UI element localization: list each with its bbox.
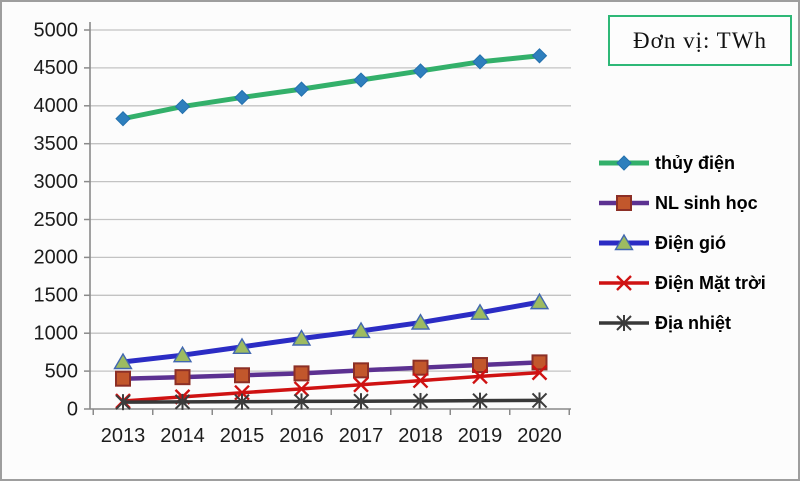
- data-point-marker: [616, 315, 632, 331]
- x-axis-label: 2014: [160, 425, 205, 447]
- y-axis-label: 0: [67, 398, 78, 420]
- data-point-marker: [470, 303, 490, 320]
- y-axis-label: 2500: [34, 209, 79, 231]
- series-1: [115, 354, 548, 387]
- data-point-marker: [234, 89, 250, 106]
- legend-marker-star-icon: [599, 315, 649, 331]
- legend-label: Địa nhiệt: [655, 312, 732, 333]
- series-line-0: [120, 53, 542, 122]
- data-point-marker: [113, 352, 133, 370]
- data-point-marker: [531, 48, 548, 64]
- legend-item-2: Điện gió: [597, 223, 797, 263]
- series-line-4: [121, 398, 542, 404]
- data-point-marker: [472, 368, 488, 385]
- data-point-marker: [472, 392, 488, 409]
- data-point-marker: [616, 155, 632, 171]
- unit-label: Đơn vị: TWh: [633, 27, 767, 53]
- data-point-marker: [412, 359, 429, 376]
- data-point-marker: [410, 313, 431, 330]
- series-4: [115, 392, 548, 411]
- data-point-marker: [293, 81, 310, 97]
- data-point-marker: [234, 367, 250, 384]
- data-point-marker: [353, 376, 369, 393]
- legend-item-4: Địa nhiệt: [597, 303, 797, 343]
- y-axis-label: 500: [45, 360, 78, 382]
- legend-label: NL sinh học: [655, 192, 758, 213]
- series-line-3: [121, 370, 542, 403]
- data-point-marker: [531, 364, 548, 381]
- series-2: [113, 292, 550, 370]
- data-point-marker: [529, 292, 550, 310]
- data-point-marker: [293, 381, 310, 397]
- y-axis-label: 2000: [34, 247, 79, 269]
- legend-marker-square-icon: [599, 195, 649, 211]
- x-axis-label: 2018: [398, 425, 443, 447]
- data-point-marker: [472, 54, 488, 70]
- data-point-marker: [412, 372, 429, 389]
- data-point-marker: [174, 98, 191, 115]
- data-point-marker: [531, 354, 548, 371]
- x-axis-label: 2017: [339, 425, 384, 447]
- legend-item-3: Điện Mặt trời: [597, 263, 797, 303]
- data-point-marker: [616, 195, 632, 211]
- legend-label: Điện gió: [655, 232, 726, 253]
- data-point-marker: [614, 233, 634, 251]
- data-point-marker: [412, 63, 429, 79]
- y-axis-label: 4000: [34, 95, 79, 117]
- x-axis-label: 2019: [458, 425, 503, 447]
- data-point-marker: [172, 345, 193, 363]
- y-axis-label: 3000: [34, 171, 79, 193]
- data-point-marker: [531, 392, 548, 409]
- x-axis-label: 2013: [101, 425, 146, 447]
- unit-label-box: Đơn vị: TWh: [608, 15, 792, 66]
- legend-marker-x-icon: [599, 275, 649, 291]
- x-axis-label: 2020: [517, 425, 562, 447]
- data-point-marker: [353, 393, 369, 409]
- legend-marker-diamond-icon: [599, 155, 649, 171]
- y-axis-label: 3500: [34, 133, 79, 155]
- data-point-marker: [232, 337, 252, 355]
- series-line-1: [120, 360, 542, 381]
- data-point-marker: [412, 393, 429, 409]
- legend-item-1: NL sinh học: [597, 183, 797, 223]
- data-point-marker: [115, 370, 131, 387]
- data-point-marker: [351, 321, 371, 339]
- y-axis-label: 5000: [34, 19, 79, 41]
- y-axis-label: 4500: [34, 57, 79, 79]
- chart-legend: thủy điện NL sinh học Điện gió Điện Mặt trờ…: [597, 143, 797, 343]
- data-point-marker: [234, 393, 250, 410]
- y-axis-label: 1500: [34, 285, 79, 307]
- legend-label: thủy điện: [655, 152, 735, 173]
- x-axis-label: 2016: [279, 425, 324, 447]
- legend-label: Điện Mặt trời: [655, 272, 766, 293]
- series-line-2: [120, 299, 542, 365]
- x-axis-label: 2015: [220, 425, 265, 447]
- data-point-marker: [174, 394, 191, 410]
- data-point-marker: [472, 357, 488, 374]
- data-point-marker: [353, 362, 369, 379]
- data-point-marker: [293, 365, 310, 382]
- data-point-marker: [174, 369, 191, 386]
- data-point-marker: [353, 72, 369, 88]
- legend-item-0: thủy điện: [597, 143, 797, 183]
- data-point-marker: [291, 329, 312, 346]
- legend-marker-triangle-icon: [599, 233, 649, 251]
- series-0: [115, 48, 548, 127]
- data-point-marker: [293, 393, 310, 410]
- y-axis-label: 1000: [34, 322, 79, 344]
- data-point-marker: [616, 275, 632, 291]
- data-point-marker: [115, 110, 131, 127]
- data-point-marker: [115, 394, 131, 410]
